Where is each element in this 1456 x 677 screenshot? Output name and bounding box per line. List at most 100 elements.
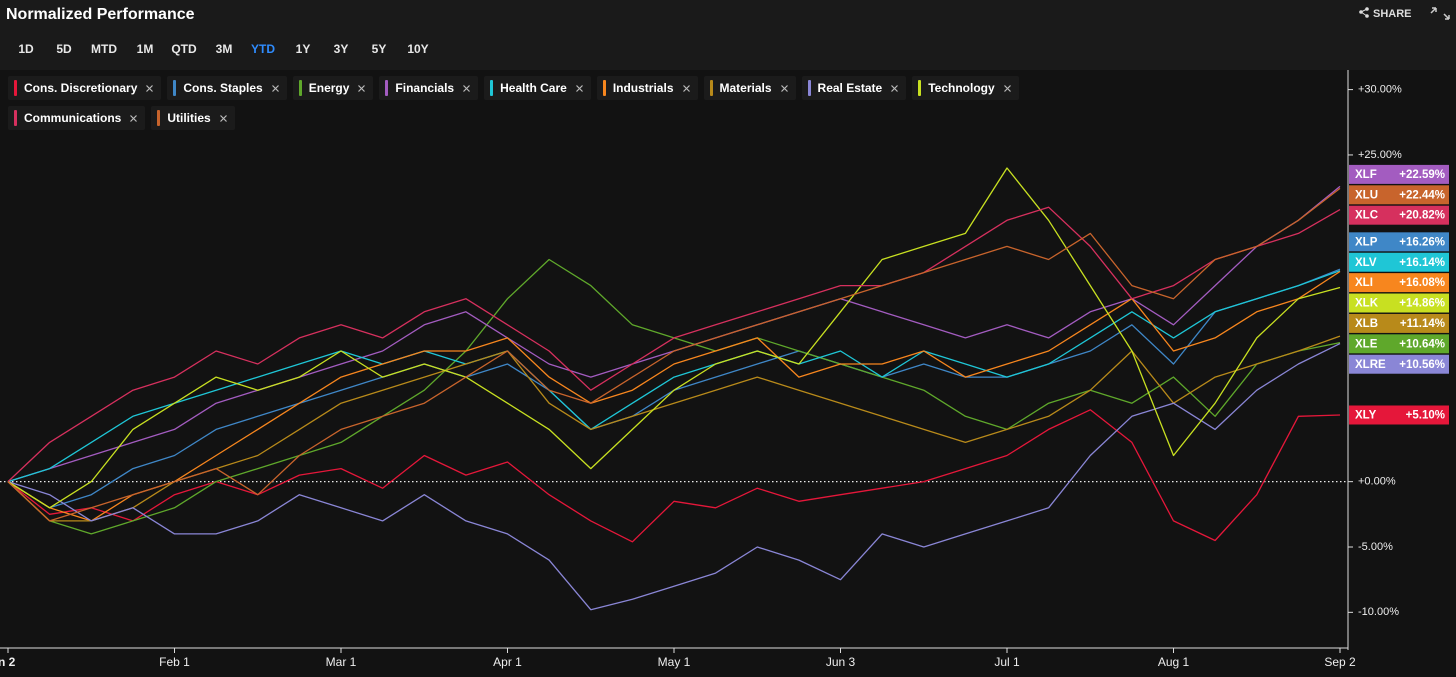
x-tick-label: Aug 1 bbox=[1158, 655, 1190, 669]
share-button[interactable]: SHARE bbox=[1359, 7, 1412, 20]
legend-label: Technology bbox=[928, 81, 995, 95]
legend-item[interactable]: Industrials bbox=[596, 76, 698, 100]
remove-icon bbox=[358, 84, 366, 92]
range-button[interactable]: 10Y bbox=[407, 42, 428, 56]
end-badge: XLI +16.08% bbox=[1349, 273, 1449, 293]
range-button[interactable]: 3M bbox=[216, 42, 233, 56]
range-selector: 1D 5D MTD 1M QTD 3M YTD 1Y 3Y 5Y 10Y bbox=[18, 42, 428, 56]
end-badge: XLU +22.44% bbox=[1349, 185, 1449, 205]
end-badge-value: +5.10% bbox=[1406, 410, 1445, 422]
legend-item[interactable]: Cons. Staples bbox=[167, 76, 287, 100]
x-tick-label: Sep 2 bbox=[1324, 655, 1356, 669]
legend-label: Industrials bbox=[612, 81, 674, 95]
end-badge-value: +16.08% bbox=[1399, 277, 1445, 289]
legend-remove[interactable] bbox=[1003, 84, 1011, 92]
remove-icon bbox=[271, 84, 279, 92]
share-icon bbox=[1360, 11, 1368, 17]
end-badge: XLF +22.59% bbox=[1349, 164, 1449, 184]
legend-item[interactable]: Cons. Discretionary bbox=[8, 76, 162, 100]
legend-remove[interactable] bbox=[575, 84, 583, 92]
legend-swatch bbox=[173, 80, 177, 96]
end-badge-box bbox=[1349, 185, 1449, 205]
range-button[interactable]: 5Y bbox=[372, 42, 387, 56]
legend-item[interactable]: Health Care bbox=[484, 76, 591, 100]
legend-label: Utilities bbox=[167, 111, 211, 125]
y-tick-label: -10.00% bbox=[1358, 606, 1399, 618]
range-button[interactable]: 1M bbox=[137, 42, 154, 56]
legend-item[interactable]: Real Estate bbox=[801, 76, 907, 100]
legend-remove[interactable] bbox=[130, 114, 138, 122]
end-badge-box bbox=[1349, 293, 1449, 313]
remove-icon bbox=[146, 84, 154, 92]
legend-item[interactable]: Materials bbox=[703, 76, 796, 100]
remove-icon bbox=[780, 84, 788, 92]
range-button[interactable]: YTD bbox=[251, 42, 275, 56]
plot: +30.00% +25.00% +0.00% -5.00% -10.00% Jan 2 Fe… bbox=[0, 70, 1449, 669]
y-tick-label: -5.00% bbox=[1358, 541, 1393, 553]
end-badge: XLP +16.26% bbox=[1349, 232, 1449, 252]
range-button[interactable]: MTD bbox=[91, 42, 117, 56]
legend-label: Cons. Staples bbox=[183, 81, 263, 95]
legend-label: Communications bbox=[24, 111, 122, 125]
legend-item[interactable]: Communications bbox=[8, 106, 146, 130]
end-badge-box bbox=[1349, 273, 1449, 293]
legend-swatch bbox=[157, 110, 161, 126]
legend-remove[interactable] bbox=[146, 84, 154, 92]
legend-item[interactable]: Energy bbox=[292, 76, 374, 100]
legend-remove[interactable] bbox=[271, 84, 279, 92]
end-badge: XLC +20.82% bbox=[1349, 205, 1449, 225]
legend-label: Materials bbox=[719, 81, 772, 95]
remove-icon bbox=[682, 84, 690, 92]
range-button[interactable]: 1D bbox=[18, 42, 34, 56]
end-badge-ticker: XLY bbox=[1355, 410, 1377, 422]
x-tick-label: Jul 1 bbox=[994, 655, 1020, 669]
legend-swatch bbox=[14, 110, 17, 126]
end-badge: XLK +14.86% bbox=[1349, 293, 1449, 313]
y-tick-label: +0.00% bbox=[1358, 476, 1396, 488]
legend-item[interactable]: Utilities bbox=[151, 106, 235, 130]
end-badge-value: +22.44% bbox=[1399, 189, 1445, 201]
end-badge-value: +22.59% bbox=[1399, 169, 1445, 181]
range-button[interactable]: 3Y bbox=[334, 42, 349, 56]
series-line bbox=[7, 206, 1341, 483]
legend-remove[interactable] bbox=[219, 114, 227, 122]
range-button[interactable]: QTD bbox=[171, 42, 197, 56]
end-badge-value: +10.64% bbox=[1399, 338, 1445, 350]
legend-swatch bbox=[807, 80, 811, 96]
series-line bbox=[7, 187, 1341, 522]
legend-remove[interactable] bbox=[891, 84, 899, 92]
legend-label: Financials bbox=[395, 81, 455, 95]
legend-label: Cons. Discretionary bbox=[24, 81, 138, 95]
end-badge-ticker: XLI bbox=[1355, 277, 1373, 289]
end-badge-ticker: XLC bbox=[1355, 210, 1378, 222]
legend-label: Health Care bbox=[500, 81, 567, 95]
x-tick-label: Apr 1 bbox=[493, 655, 522, 669]
range-button[interactable]: 5D bbox=[56, 42, 72, 56]
remove-icon bbox=[575, 84, 583, 92]
legend-remove[interactable] bbox=[358, 84, 366, 92]
remove-icon bbox=[219, 114, 227, 122]
y-tick-label: +30.00% bbox=[1358, 84, 1402, 96]
series-line bbox=[7, 335, 1341, 522]
expand-icon[interactable] bbox=[1430, 7, 1450, 20]
legend-swatch bbox=[490, 80, 494, 96]
x-tick-label: May 1 bbox=[658, 655, 691, 669]
end-badge-value: +11.14% bbox=[1400, 318, 1445, 330]
legend-remove[interactable] bbox=[682, 84, 690, 92]
x-tick-label: Jun 3 bbox=[826, 655, 856, 669]
share-label: SHARE bbox=[1373, 8, 1412, 20]
x-tick-label: Feb 1 bbox=[159, 655, 190, 669]
end-badge: XLE +10.64% bbox=[1349, 334, 1449, 354]
end-badge-ticker: XLF bbox=[1355, 169, 1377, 181]
remove-icon bbox=[891, 84, 899, 92]
legend: Cons. Discretionary Cons. Staples Energy Fi… bbox=[8, 76, 1158, 130]
end-badge-box bbox=[1349, 313, 1449, 333]
legend-item[interactable]: Financials bbox=[379, 76, 479, 100]
y-tick-label: +25.00% bbox=[1358, 149, 1402, 161]
end-badge-value: +20.82% bbox=[1399, 210, 1445, 222]
legend-remove[interactable] bbox=[780, 84, 788, 92]
legend-remove[interactable] bbox=[463, 84, 471, 92]
range-button[interactable]: 1Y bbox=[296, 42, 311, 56]
legend-item[interactable]: Technology bbox=[912, 76, 1019, 100]
